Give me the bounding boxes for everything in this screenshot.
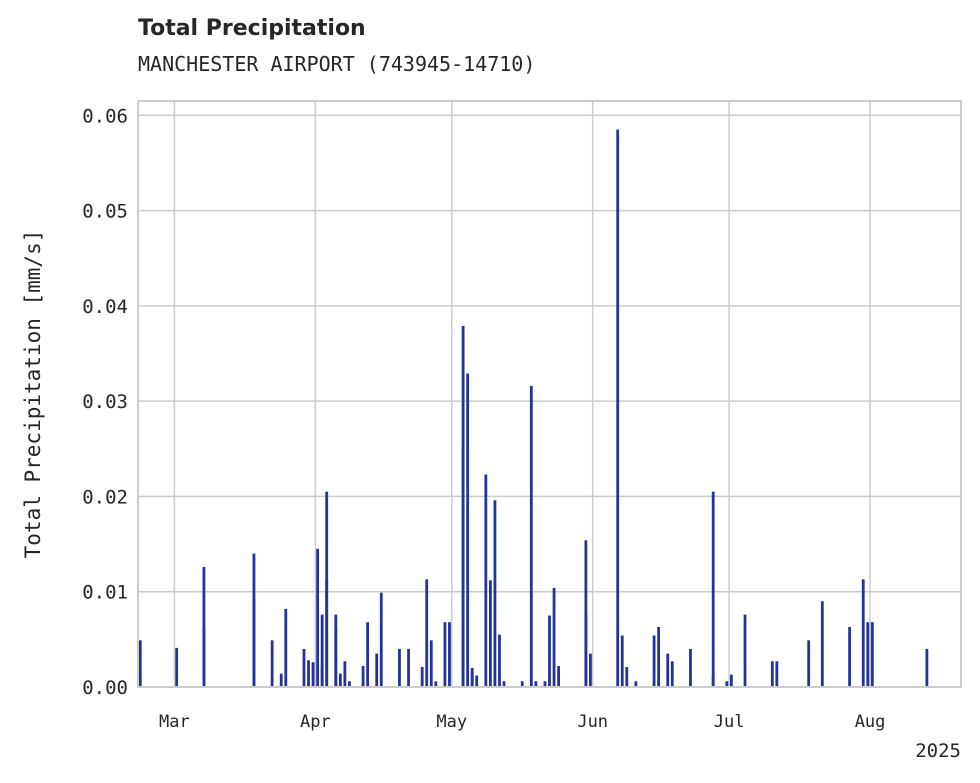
y-tick-label: 0.05 — [82, 201, 128, 223]
precipitation-bar — [543, 681, 547, 687]
precipitation-bar — [434, 681, 438, 687]
precipitation-bar — [429, 640, 433, 687]
y-tick-label: 0.02 — [82, 486, 128, 508]
precipitation-bar — [925, 648, 929, 687]
precipitation-bar — [711, 674, 715, 687]
x-tick-label: May — [436, 712, 467, 732]
precipitation-bar — [502, 681, 506, 687]
precipitation-bar — [584, 540, 588, 687]
precipitation-bar — [475, 675, 479, 687]
y-axis-label: Total Precipitation [mm/s] — [21, 230, 45, 559]
precipitation-bar — [711, 491, 715, 687]
precipitation-bar — [343, 661, 347, 687]
chart-title: Total Precipitation — [138, 16, 366, 41]
precipitation-bar — [616, 129, 620, 687]
precipitation-bar — [534, 681, 538, 687]
precipitation-bar — [366, 622, 370, 687]
precipitation-bar — [202, 627, 206, 687]
precipitation-bar — [552, 587, 556, 687]
precipitation-bar — [729, 674, 733, 687]
y-tick-labels: 0.00 0.01 0.02 0.03 0.04 0.05 0.06 — [82, 105, 128, 699]
precipitation-bar — [202, 566, 206, 687]
precipitation-bar — [625, 666, 629, 687]
precipitation-bar — [425, 579, 429, 687]
precipitation-bar — [270, 640, 274, 687]
precipitation-bar — [866, 622, 870, 687]
precipitation-bar — [398, 648, 401, 687]
precipitation-bar — [175, 647, 179, 687]
precipitation-bar — [466, 373, 470, 687]
precipitation-bar — [279, 673, 283, 687]
precipitation-bar — [725, 681, 729, 687]
x-axis-year-label: 2025 — [915, 740, 961, 762]
precipitation-bar — [316, 548, 320, 687]
y-tick-label: 0.06 — [82, 105, 128, 127]
precipitation-bar — [302, 648, 306, 687]
chart-subtitle: MANCHESTER AIRPORT (743945-14710) — [138, 52, 536, 76]
precipitation-bar — [657, 626, 661, 687]
precipitation-bar — [498, 634, 501, 687]
precipitation-bar — [770, 661, 774, 687]
x-tick-label: Aug — [855, 712, 886, 732]
precipitation-bar — [557, 666, 560, 687]
precipitation-bar — [820, 601, 824, 687]
precipitation-bar — [420, 666, 424, 687]
precipitation-bar — [620, 635, 624, 687]
precipitation-bar — [634, 681, 638, 687]
x-tick-label: Jul — [714, 712, 745, 732]
precipitation-bar — [529, 385, 533, 687]
precipitation-bars — [138, 129, 929, 687]
precipitation-bar — [252, 599, 256, 687]
precipitation-bar — [666, 653, 670, 687]
x-tick-label: Mar — [159, 712, 190, 732]
precipitation-bar — [311, 662, 315, 687]
precipitation-bar — [284, 608, 288, 687]
precipitation-bar — [348, 681, 351, 687]
x-tick-label: Apr — [300, 712, 331, 732]
precipitation-bar — [320, 665, 324, 687]
precipitation-bar — [775, 661, 779, 687]
precipitation-bar — [334, 614, 338, 687]
precipitation-bar — [407, 648, 410, 687]
plot-frame — [137, 100, 962, 688]
grid-lines — [138, 101, 961, 688]
precipitation-bar — [484, 474, 488, 687]
precipitation-bar — [379, 592, 383, 687]
precipitation-bar — [670, 661, 674, 687]
precipitation-bar — [325, 580, 329, 687]
precipitation-bar — [870, 622, 874, 687]
x-tick-label: Jun — [577, 712, 608, 732]
precipitation-bar — [807, 640, 811, 687]
y-tick-label: 0.03 — [82, 391, 128, 413]
precipitation-bar — [548, 615, 551, 687]
precipitation-bar — [589, 653, 592, 687]
x-tick-labels: Mar Apr May Jun Jul Aug — [159, 712, 885, 732]
precipitation-bar — [584, 614, 588, 687]
precipitation-bar — [652, 635, 656, 687]
precipitation-bar — [488, 580, 492, 687]
precipitation-bar — [320, 614, 324, 687]
precipitation-bar — [743, 614, 747, 687]
precipitation-bar — [520, 681, 524, 687]
precipitation-bar — [493, 500, 497, 687]
precipitation-bar — [361, 666, 365, 687]
precipitation-bar — [375, 653, 379, 687]
y-tick-label: 0.00 — [82, 677, 128, 699]
precipitation-bar — [138, 640, 142, 687]
precipitation-bar — [307, 660, 310, 687]
precipitation-bar — [338, 673, 342, 687]
precipitation-bar — [470, 667, 474, 687]
precipitation-bar — [443, 622, 447, 687]
precipitation-bar — [448, 622, 451, 687]
precipitation-bar — [848, 626, 851, 687]
y-tick-label: 0.01 — [82, 582, 128, 604]
precipitation-bar — [861, 579, 865, 687]
y-tick-label: 0.04 — [82, 296, 128, 318]
precipitation-bar — [689, 648, 692, 687]
precipitation-bar — [461, 446, 465, 687]
